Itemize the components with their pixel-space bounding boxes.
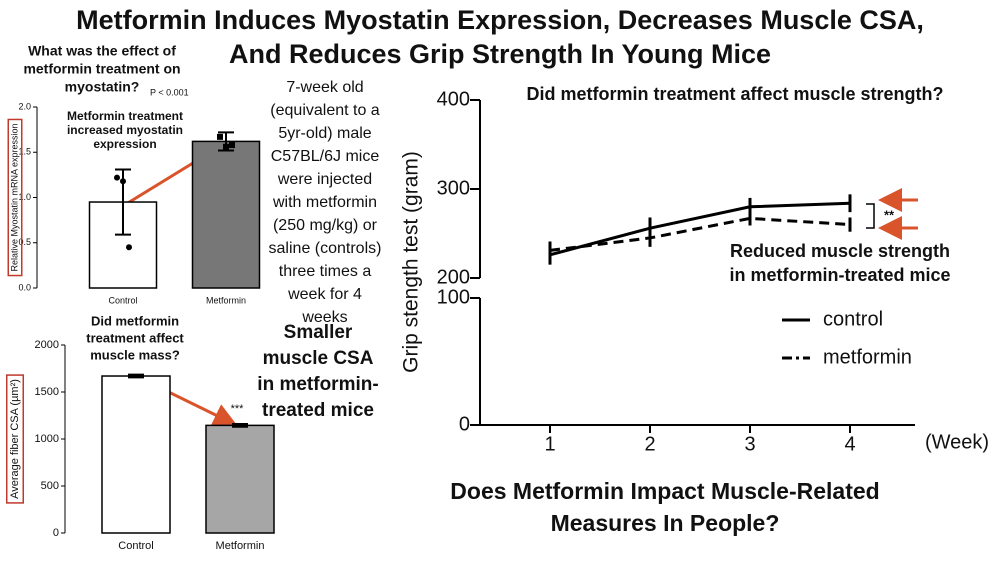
legend-label: metformin xyxy=(823,346,912,368)
study-note: (250 mg/kg) or xyxy=(273,217,378,234)
y-axis-label-box xyxy=(6,374,24,504)
chart-question: What was the effect of xyxy=(28,43,176,59)
data-point xyxy=(229,142,235,149)
page-title: And Reduces Grip Strength In Young Mice xyxy=(229,39,771,69)
y-tick-label: 400 xyxy=(437,88,470,110)
significance: ** xyxy=(884,207,895,222)
bar xyxy=(101,375,171,534)
x-tick-label: 4 xyxy=(844,433,855,455)
csa-note: muscle CSA xyxy=(263,348,374,369)
y-tick-label: 0 xyxy=(53,527,59,539)
y-tick-label: 100 xyxy=(437,286,470,308)
x-tick-label: Metformin xyxy=(216,540,265,552)
csa-note: in metformin- xyxy=(257,374,378,395)
page-title: Metformin Induces Myostatin Expression, … xyxy=(76,5,924,35)
chart-question: myostatin? xyxy=(65,79,140,95)
study-note: 5yr-old) male xyxy=(278,125,371,142)
error-bar xyxy=(128,373,144,379)
series-line xyxy=(549,216,851,252)
chart-question: muscle mass? xyxy=(90,347,180,362)
significance-bracket xyxy=(866,203,875,229)
y-tick-label: 200 xyxy=(437,266,470,288)
y-tick-label: 1000 xyxy=(35,433,59,445)
footer-question: Does Metformin Impact Muscle-Related xyxy=(450,478,879,504)
chart-question: Did metformin treatment affect muscle st… xyxy=(526,84,943,104)
data-point xyxy=(126,244,132,251)
x-tick-label: 2 xyxy=(644,433,655,455)
chart-annotation: Metformin treatment xyxy=(67,109,183,123)
study-note: (equivalent to a xyxy=(270,102,380,119)
csa-note: treated mice xyxy=(262,400,374,421)
y-axis-label: Relative Myostatin mRNA expression xyxy=(9,123,19,271)
y-tick-label: 1.5 xyxy=(18,147,31,157)
y-tick-label: 1.0 xyxy=(18,192,31,202)
chart-question: Did metformin xyxy=(91,313,179,328)
legend-label: control xyxy=(823,308,883,330)
chart-annotation: increased myostatin xyxy=(67,123,183,137)
y-tick-label: 1500 xyxy=(35,386,59,398)
y-tick-label: 2.0 xyxy=(18,101,31,111)
bar xyxy=(191,140,261,289)
study-note: C57BL/6J mice xyxy=(271,148,380,165)
study-note: week for 4 xyxy=(287,286,362,303)
chart-annotation: expression xyxy=(93,137,156,151)
study-note: with metformin xyxy=(272,194,377,211)
x-tick-label: Control xyxy=(108,295,137,305)
csa-note: Smaller xyxy=(284,322,353,343)
y-tick-label: 500 xyxy=(41,480,59,492)
p-value: P < 0.001 xyxy=(150,87,189,97)
y-tick-label: 0.0 xyxy=(18,282,31,292)
footer-question: Measures In People? xyxy=(551,510,780,536)
x-tick-label: Metformin xyxy=(206,295,246,305)
chart-question: treatment affect xyxy=(86,330,184,345)
y-tick-label: 300 xyxy=(437,177,470,199)
chart-annotation: Reduced muscle strength xyxy=(730,241,950,261)
y-tick-label: 0 xyxy=(459,413,470,435)
series-line xyxy=(549,201,851,257)
x-tick-label: Control xyxy=(118,540,153,552)
y-axis-label-box xyxy=(7,118,23,277)
x-tick-label: 3 xyxy=(744,433,755,455)
y-tick-label: 0.5 xyxy=(18,237,31,247)
study-note: 7-week old xyxy=(286,79,363,96)
bar xyxy=(205,424,275,534)
data-point xyxy=(114,174,120,181)
data-point xyxy=(223,143,229,150)
y-tick-label: 2000 xyxy=(35,339,59,351)
y-axis-label: Grip stength test (gram) xyxy=(400,151,423,373)
error-bar xyxy=(232,422,248,428)
x-tick-label: 1 xyxy=(544,433,555,455)
study-note: weeks xyxy=(301,309,347,326)
data-point xyxy=(217,133,223,140)
study-note: saline (controls) xyxy=(269,240,382,257)
chart-annotation: in metformin-treated mice xyxy=(729,265,950,285)
x-axis-label: (Week) xyxy=(925,431,989,453)
chart-question: metformin treatment on xyxy=(23,61,180,77)
significance: *** xyxy=(231,403,245,415)
study-note: three times a xyxy=(279,263,372,280)
study-note: were injected xyxy=(277,171,372,188)
y-axis-label: Average fiber CSA (µm²) xyxy=(9,379,21,499)
data-point xyxy=(120,178,126,185)
